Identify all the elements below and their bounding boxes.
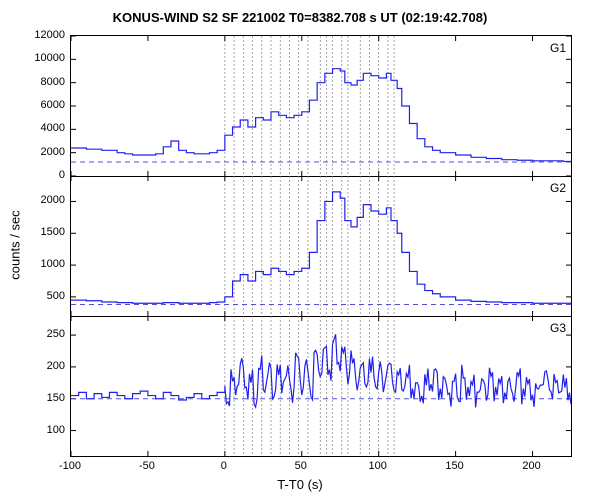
y-tick-label: 2000 xyxy=(41,146,65,158)
y-tick-label: 500 xyxy=(47,290,65,302)
y-axis-label: counts / sec xyxy=(8,210,23,279)
y-tick-label: 250 xyxy=(47,328,65,340)
x-tick-label: 0 xyxy=(221,460,227,472)
y-tick-label: 1000 xyxy=(41,258,65,270)
x-tick-label: 50 xyxy=(295,460,307,472)
y-tick-label: 2000 xyxy=(41,194,65,206)
panel-label-G2: G2 xyxy=(550,181,566,195)
panel-label-G1: G1 xyxy=(550,41,566,55)
y-tick-label: 100 xyxy=(47,424,65,436)
y-tick-label: 10000 xyxy=(34,52,65,64)
y-tick-label: 150 xyxy=(47,392,65,404)
panel-label-G3: G3 xyxy=(550,321,566,335)
x-tick-label: 100 xyxy=(369,460,387,472)
plot-area: G1 G2 G3 xyxy=(70,35,572,457)
x-tick-label: -50 xyxy=(139,460,155,472)
x-axis-label: T-T0 (s) xyxy=(277,477,323,492)
y-tick-label: 0 xyxy=(59,169,65,181)
y-tick-label: 1500 xyxy=(41,226,65,238)
y-tick-label: 200 xyxy=(47,360,65,372)
y-tick-label: 8000 xyxy=(41,76,65,88)
panel-G2: G2 xyxy=(71,176,571,317)
chart-title: KONUS-WIND S2 SF 221002 T0=8382.708 s UT… xyxy=(0,10,600,25)
x-tick-label: -100 xyxy=(59,460,81,472)
panel-G3: G3 xyxy=(71,316,571,456)
x-tick-label: 200 xyxy=(522,460,540,472)
x-tick-label: 150 xyxy=(445,460,463,472)
y-tick-label: 4000 xyxy=(41,122,65,134)
y-tick-label: 6000 xyxy=(41,99,65,111)
panel-G1: G1 xyxy=(71,36,571,177)
y-tick-label: 12000 xyxy=(34,29,65,41)
